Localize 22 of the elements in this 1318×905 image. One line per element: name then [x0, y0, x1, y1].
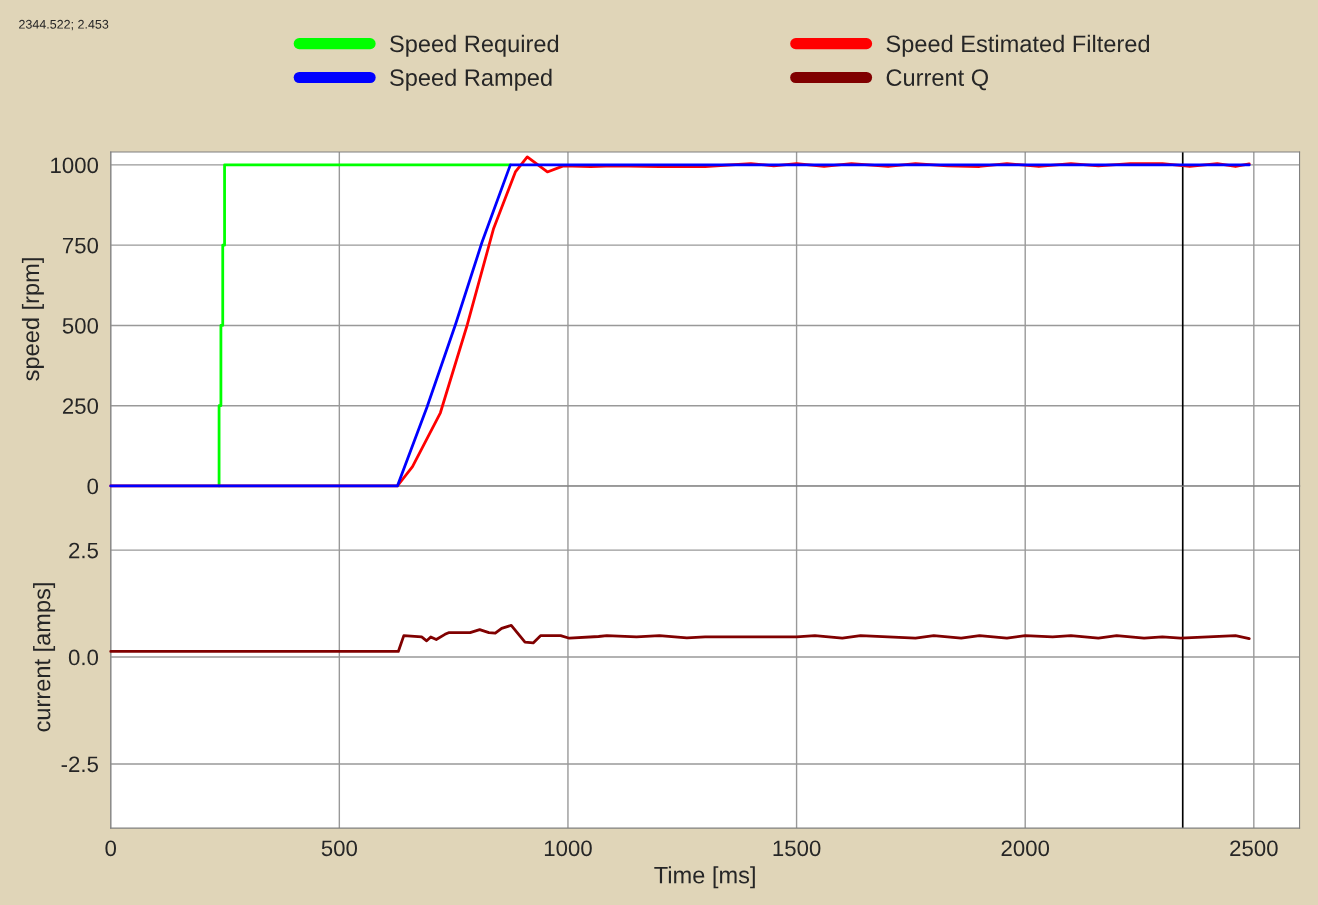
y-tick-label: 250 [62, 398, 99, 414]
y-tick-label: 2.5 [69, 542, 98, 559]
x-tick-label: 1000 [544, 840, 592, 857]
legend-label: Speed Required [390, 34, 559, 57]
y-tick-label: 1000 [51, 157, 99, 174]
x-tick-label: 0 [105, 840, 117, 857]
x-tick-label: 500 [321, 840, 358, 857]
y-tick-label: 500 [62, 317, 99, 334]
x-tick-label: 1500 [773, 840, 821, 857]
x-tick-label: 2000 [1001, 840, 1050, 857]
y-axis-title: speed [rpm] [21, 258, 44, 381]
x-axis-title: Time [ms] [654, 866, 755, 889]
text: 2344.522; 2.453 [19, 19, 109, 31]
legend-label: Speed Estimated Filtered [886, 34, 1150, 57]
y-axis-title: current [amps] [33, 583, 56, 732]
y-tick-label: 750 [62, 237, 99, 254]
y-tick-label: 0 [87, 478, 99, 495]
legend-label: Current Q [886, 69, 988, 91]
y-tick-label: 0.0 [68, 649, 99, 666]
y-tick-label: -2.5 [61, 756, 98, 773]
x-tick-label: 2500 [1230, 840, 1278, 857]
legend-label: Speed Ramped [390, 68, 552, 91]
